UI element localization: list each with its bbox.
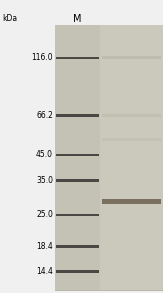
Bar — [56, 57, 99, 59]
Bar — [56, 114, 99, 117]
Text: 45.0: 45.0 — [36, 150, 53, 159]
Bar — [56, 245, 99, 248]
Text: 18.4: 18.4 — [36, 242, 53, 251]
Text: M: M — [73, 14, 82, 24]
Bar — [55, 25, 163, 290]
Bar — [55, 25, 100, 290]
Bar — [102, 139, 161, 142]
Bar — [102, 199, 161, 204]
Text: 14.4: 14.4 — [36, 267, 53, 276]
Bar — [102, 56, 161, 59]
Bar — [56, 214, 99, 216]
Text: 35.0: 35.0 — [36, 176, 53, 185]
Text: 66.2: 66.2 — [36, 111, 53, 120]
Bar — [56, 179, 99, 182]
Text: 25.0: 25.0 — [36, 210, 53, 219]
Text: 116.0: 116.0 — [31, 53, 53, 62]
Bar — [102, 114, 161, 117]
Bar — [56, 154, 99, 156]
Text: kDa: kDa — [2, 14, 17, 23]
Bar — [56, 270, 99, 272]
Bar — [100, 25, 163, 290]
